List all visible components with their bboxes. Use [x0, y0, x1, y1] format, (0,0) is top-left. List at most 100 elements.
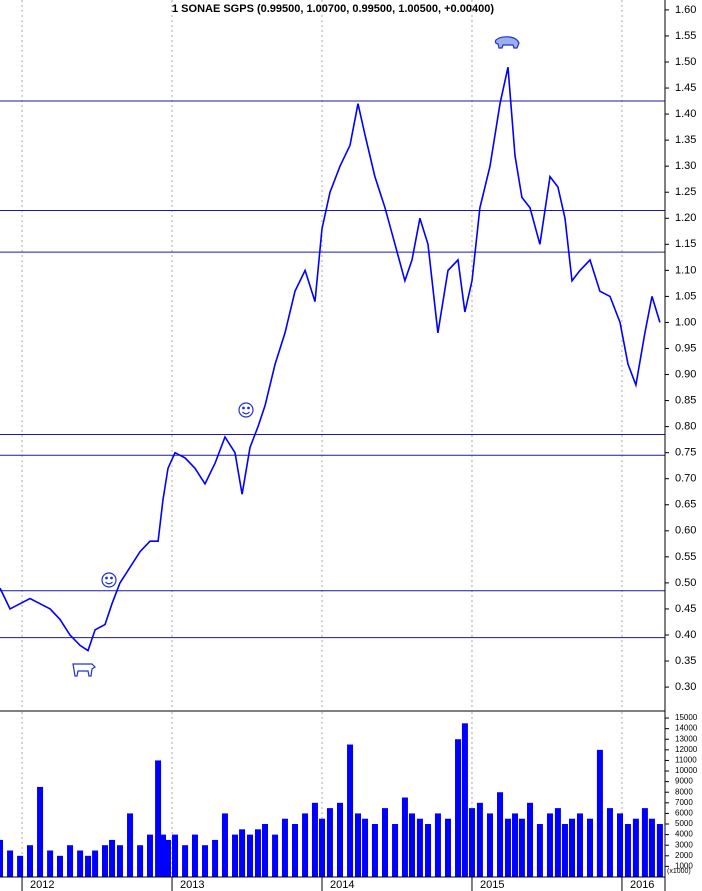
y-tick-label: 1.20 [675, 212, 696, 224]
y-tick-label: 0.65 [675, 499, 696, 511]
smiley-icon [101, 572, 117, 588]
volume-bar [164, 839, 171, 877]
volume-bar [461, 723, 468, 877]
volume-bar [656, 824, 663, 877]
y-tick-label: 1.55 [675, 30, 696, 42]
chart-title: 1 SONAE SGPS (0.99500, 1.00700, 0.99500,… [172, 3, 494, 15]
icons [72, 36, 520, 677]
y-tick-label: 0.95 [675, 342, 696, 354]
y-tick-label: 1.60 [675, 4, 696, 16]
volume-bar [281, 818, 288, 877]
y-tick-label: 0.85 [675, 394, 696, 406]
volume-bar [26, 845, 33, 877]
volume-bar [311, 802, 318, 877]
volume-bar [326, 808, 333, 877]
volume-bar [172, 834, 179, 877]
y-tick-label: 4000 [675, 830, 693, 839]
y-tick-label: 0.80 [675, 421, 696, 433]
volume-bar [146, 834, 153, 877]
volume-bar [336, 802, 343, 877]
volume-bar [92, 850, 99, 877]
volume-bar [455, 739, 462, 877]
volume-bar [354, 813, 361, 877]
volume-bar [392, 824, 399, 877]
volume-bar [319, 818, 326, 877]
y-unit-label: (x1000) [667, 868, 691, 875]
volume-bar [468, 808, 475, 877]
volume-bar [17, 855, 24, 877]
volume-bar [425, 824, 432, 877]
y-tick-label: 7000 [675, 798, 693, 807]
volume-bar [408, 813, 415, 877]
y-tick-label: 9000 [675, 777, 693, 786]
volume-bar [362, 818, 369, 877]
volume-bar [37, 786, 44, 877]
volume-bar [101, 845, 108, 877]
y-tick-label: 12000 [675, 745, 698, 754]
y-tick-label: 0.55 [675, 551, 696, 563]
smiley-icon [238, 402, 254, 418]
volume-bar [127, 813, 134, 877]
y-tick-label: 13000 [675, 734, 698, 743]
y-tick-label: 2000 [675, 851, 693, 860]
x-tick-label: 2012 [30, 879, 54, 891]
volume-bar [527, 802, 534, 877]
volume-bar [576, 813, 583, 877]
volume-bar [497, 792, 504, 877]
volume-bar [85, 855, 92, 877]
y-tick-label: 1.15 [675, 238, 696, 250]
volume-bar [56, 855, 63, 877]
volume-bar [512, 813, 519, 877]
y-tick-label: 0.40 [675, 629, 696, 641]
volume-bar [212, 839, 219, 877]
volume-bar [155, 760, 162, 877]
volume-bar [77, 850, 84, 877]
y-tick-label: 0.70 [675, 473, 696, 485]
y-tick-label: 10000 [675, 766, 698, 775]
volume-bar [221, 813, 228, 877]
volume-bar [232, 834, 239, 877]
volume-bar [272, 834, 279, 877]
volume-bar [254, 829, 261, 877]
volume-bar [247, 834, 254, 877]
x-tick-label: 2016 [630, 879, 654, 891]
volume-bar [648, 818, 655, 877]
volume-bar [160, 834, 167, 877]
y-tick-label: 1.25 [675, 186, 696, 198]
y-tick-label: 1.30 [675, 160, 696, 172]
price-line [0, 67, 661, 652]
volume-bar [554, 808, 561, 877]
y-tick-label: 0.60 [675, 525, 696, 537]
volume-bar [137, 845, 144, 877]
y-tick-label: 1.10 [675, 264, 696, 276]
y-tick-label: 15000 [675, 713, 698, 722]
volume-bar [569, 818, 576, 877]
volume-bar [416, 818, 423, 877]
y-tick-label: 3000 [675, 840, 693, 849]
y-tick-label: 0.90 [675, 368, 696, 380]
cow-icon [72, 663, 96, 677]
volume-bar [7, 850, 14, 877]
volume-bar [302, 813, 309, 877]
volume-bar [561, 824, 568, 877]
volume-bar [546, 813, 553, 877]
y-tick-label: 1.50 [675, 56, 696, 68]
volume-bar [444, 818, 451, 877]
volume-bar [504, 818, 511, 877]
y-tick-label: 14000 [675, 724, 698, 733]
volume-bar [67, 845, 74, 877]
volume-bar [401, 797, 408, 877]
volume-bar [262, 824, 269, 877]
volume-bar [116, 845, 123, 877]
volume-bar [239, 829, 246, 877]
volume-bar [536, 824, 543, 877]
y-tick-label: 1.35 [675, 134, 696, 146]
y-tick-label: 0.35 [675, 655, 696, 667]
volume-bar [641, 808, 648, 877]
volume-bar [624, 824, 631, 877]
y-tick-label: 0.75 [675, 447, 696, 459]
y-tick-label: 1000 [675, 862, 693, 871]
y-tick-label: 11000 [675, 756, 697, 765]
